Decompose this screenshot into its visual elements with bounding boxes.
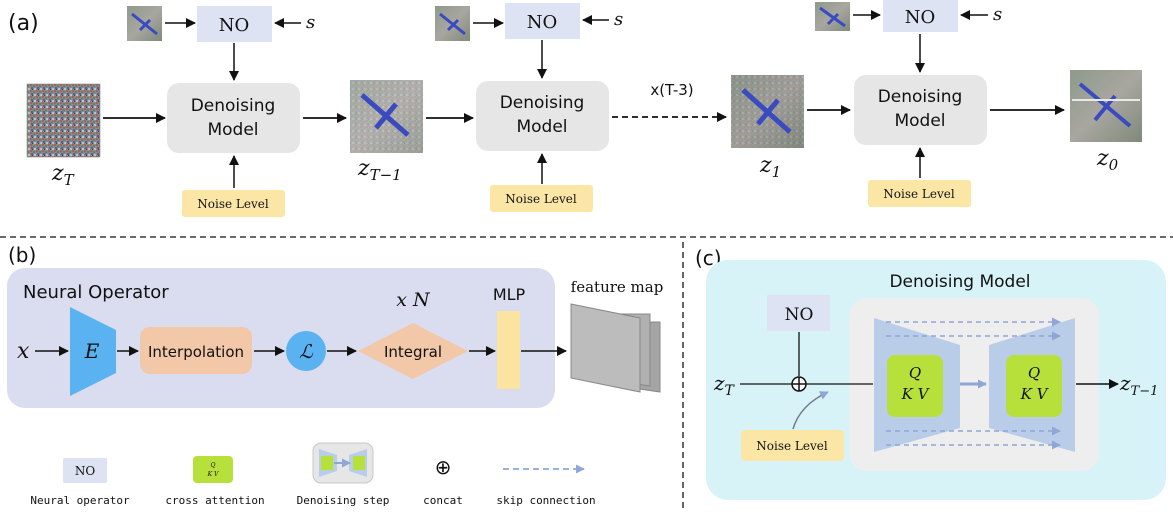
mlp-box (497, 311, 520, 389)
mlp-label: MLP (493, 285, 526, 304)
panel-c-noise-level-box (741, 430, 844, 461)
noise-level-box-2 (490, 185, 593, 212)
zT-label: zT (51, 161, 75, 189)
legend-concat-symbol: ⊕ (435, 455, 452, 479)
airplane-thumb-3 (815, 2, 850, 31)
cross-attn-decoder-q: Q (1028, 364, 1040, 382)
panel-c-no-label: NO (785, 305, 814, 325)
neural-operator-title: Neural Operator (23, 282, 169, 303)
image-z0 (1070, 70, 1142, 142)
panel-b-label: (b) (8, 243, 36, 267)
denoising-model-3-line2: Model (894, 111, 945, 131)
denoising-model-title: Denoising Model (889, 272, 1030, 292)
denoising-model-3-line1: Denoising (878, 87, 963, 107)
image-zT1 (350, 80, 423, 153)
no-box-2 (505, 3, 580, 39)
arrow-noise-to-concat (792, 391, 829, 430)
cross-attn-decoder-kv: K V (1020, 385, 1050, 403)
denoising-model-1-line2: Model (207, 120, 258, 140)
panel-c-noise-level-label: Noise Level (756, 439, 828, 453)
cross-attn-encoder-kv: K V (901, 385, 931, 403)
denoising-model-box-3 (854, 75, 987, 145)
encoder-shape (70, 307, 116, 396)
input-x-label: x (17, 339, 30, 364)
cross-attn-encoder-q: Q (909, 364, 921, 382)
panel-c-no-box (767, 295, 830, 331)
no-box-3 (883, 0, 958, 32)
integral-diamond (358, 323, 468, 379)
legend-attn-kv: K V (207, 471, 219, 478)
noise-level-1-label: Noise Level (197, 197, 269, 211)
legend: NO Neural operator Q K V cross attention… (30, 442, 596, 507)
denoising-model-2-line2: Model (516, 117, 567, 137)
legend-no-text: Neural operator (30, 494, 130, 507)
legend-skip-text: skip connection (496, 494, 595, 507)
s-label-2: s (614, 9, 623, 30)
panel-c-output-label: zT−1 (1119, 371, 1158, 399)
s-label-3: s (993, 4, 1002, 25)
z0-label: z0 (1096, 146, 1119, 174)
airplane-thumb-1 (127, 6, 162, 41)
legend-denoise-step-icon (312, 442, 374, 484)
noise-level-box-3 (868, 180, 971, 207)
denoising-model-1-line1: Denoising (191, 96, 276, 116)
denoising-model-box-1 (167, 83, 300, 153)
noise-level-3-label: Noise Level (883, 187, 955, 201)
cross-attn-encoder (887, 355, 943, 417)
feature-map-stack (570, 303, 661, 393)
z1-label: z1 (759, 153, 781, 181)
legend-attn-box (193, 456, 233, 483)
legend-no-symbol: NO (75, 464, 96, 478)
denoising-model-2-line1: Denoising (500, 93, 585, 113)
panel-a-label: (a) (8, 11, 39, 36)
cross-attn-decoder (1006, 355, 1062, 417)
lift-operator-label: ℒ (299, 341, 314, 363)
integral-label: Integral (384, 343, 442, 361)
legend-attn-text: cross attention (165, 494, 264, 507)
no-box-2-label: NO (527, 12, 558, 33)
feature-map-label: feature map (571, 278, 664, 296)
encoder-label: E (84, 339, 100, 363)
image-z1 (731, 75, 804, 148)
noise-level-box-1 (182, 190, 285, 217)
noise-level-2-label: Noise Level (505, 192, 577, 206)
interpolation-box (140, 327, 252, 374)
noise-image-zT (26, 83, 101, 158)
repeat-label: x(T-3) (650, 81, 693, 99)
zT1-label: zT−1 (357, 156, 402, 184)
s-label-1: s (306, 12, 315, 33)
no-box-3-label: NO (905, 7, 936, 28)
panel-c-input-label: zT (713, 371, 736, 399)
lift-operator-circle (286, 331, 326, 371)
interpolation-label: Interpolation (148, 343, 244, 361)
legend-no-box (63, 458, 107, 483)
legend-attn-q: Q (211, 462, 216, 469)
legend-concat-text: concat (423, 494, 463, 507)
legend-denoise-step-text: Denoising step (297, 494, 390, 507)
repeat-n-label: x N (396, 289, 431, 311)
no-box-1-label: NO (219, 15, 250, 36)
denoising-model-box-2 (476, 81, 609, 151)
airplane-thumb-2 (435, 6, 470, 41)
no-box-1 (197, 6, 272, 42)
